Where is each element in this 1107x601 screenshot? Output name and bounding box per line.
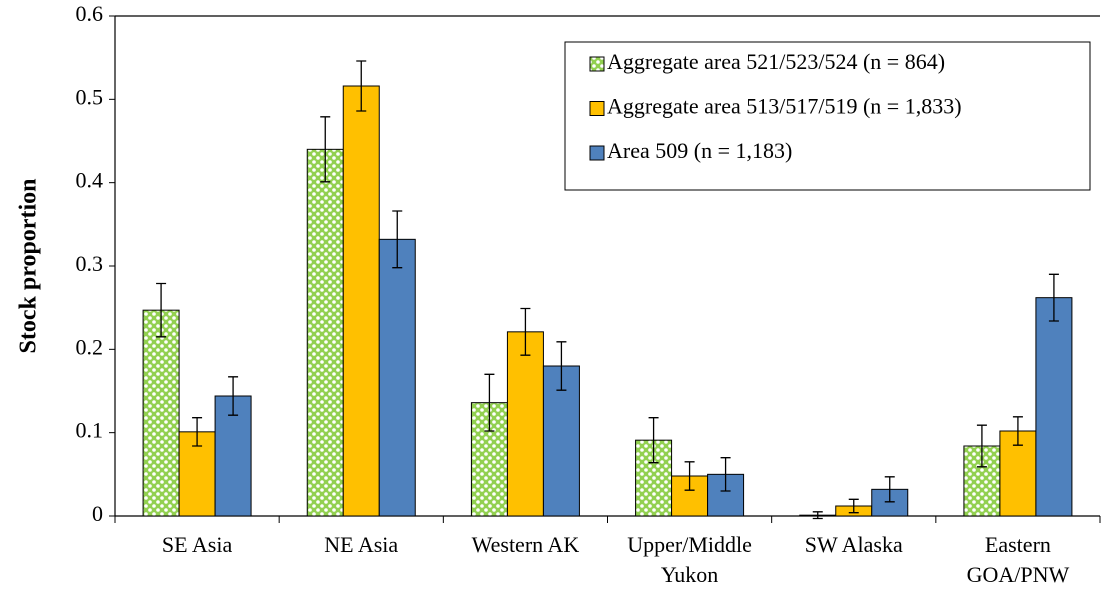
error-bar (392, 210, 403, 269)
legend-box (564, 41, 1091, 191)
error-bar (320, 116, 331, 183)
x-tick-label: Eastern GOA/PNW (966, 532, 1070, 587)
bar (142, 309, 180, 517)
bar (378, 238, 416, 517)
error-bar (484, 373, 495, 432)
legend-label: Area 509 (n = 1,183) (607, 138, 792, 163)
x-tick-label: SE Asia (161, 532, 233, 557)
y-tick-label: 0.5 (76, 84, 104, 109)
error-bar (648, 417, 659, 464)
y-tick-label: 0.2 (76, 334, 104, 359)
error-bar (356, 60, 367, 112)
legend-label: Aggregate area 521/523/524 (n = 864) (607, 49, 945, 74)
x-tick-label: NE Asia (324, 532, 399, 557)
error-bar (976, 424, 987, 468)
legend-swatch (589, 101, 605, 116)
bar (1035, 297, 1073, 517)
error-bar (228, 376, 239, 416)
error-bar (720, 457, 731, 492)
error-bar (192, 417, 203, 447)
y-tick-label: 0 (92, 501, 103, 526)
error-bar (684, 461, 695, 491)
bar (871, 488, 909, 517)
y-tick-label: 0.4 (76, 168, 104, 193)
y-axis-label: Stock proportion (16, 179, 42, 354)
error-bar (884, 476, 895, 503)
y-tick-label: 0.6 (76, 1, 104, 26)
bar (542, 365, 580, 517)
bar (214, 395, 252, 517)
bar (306, 148, 344, 517)
error-bar (812, 511, 823, 520)
legend-label: Aggregate area 513/517/519 (n = 1,833) (607, 94, 962, 119)
bar (342, 85, 380, 517)
error-bar (556, 341, 567, 391)
error-bar (156, 282, 167, 338)
x-tick-label: SW Alaska (804, 532, 903, 557)
error-bar (1012, 416, 1023, 446)
x-tick-label: Western AK (471, 532, 580, 557)
error-bar (848, 498, 859, 514)
error-bar (520, 307, 531, 356)
error-bar (1048, 273, 1059, 322)
x-tick-label: Upper/Middle Yukon (627, 532, 752, 587)
y-tick-label: 0.1 (76, 418, 104, 443)
y-tick-label: 0.3 (76, 251, 104, 276)
legend-swatch (589, 56, 605, 72)
bar (506, 331, 544, 517)
legend-swatch (589, 145, 605, 161)
